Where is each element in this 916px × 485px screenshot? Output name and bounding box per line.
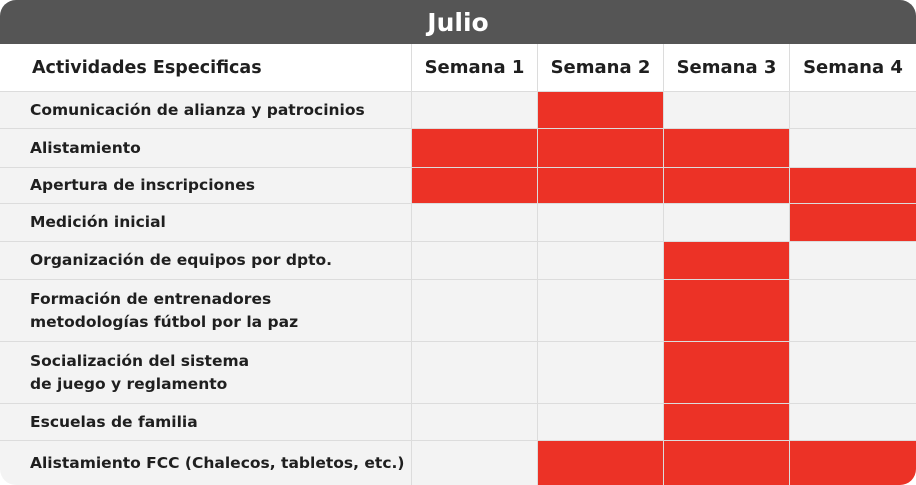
active-week-cell xyxy=(664,280,790,342)
week-header-3: Semana 3 xyxy=(664,44,790,92)
active-week-cell xyxy=(412,129,538,168)
active-week-cell xyxy=(664,168,790,204)
active-week-cell xyxy=(664,441,790,485)
active-week-cell xyxy=(538,92,664,129)
empty-week-cell xyxy=(412,404,538,441)
active-week-cell xyxy=(790,441,916,485)
activity-label: Escuelas de familia xyxy=(0,404,412,441)
active-week-cell xyxy=(790,168,916,204)
active-week-cell xyxy=(664,342,790,404)
active-week-cell xyxy=(412,168,538,204)
week-header-2: Semana 2 xyxy=(538,44,664,92)
week-header-4: Semana 4 xyxy=(790,44,916,92)
activity-label: Alistamiento xyxy=(0,129,412,168)
activity-label: Alistamiento FCC (Chalecos, tabletos, et… xyxy=(0,441,412,485)
empty-week-cell xyxy=(790,92,916,129)
activity-label: Organización de equipos por dpto. xyxy=(0,242,412,280)
empty-week-cell xyxy=(538,242,664,280)
empty-week-cell xyxy=(412,242,538,280)
empty-week-cell xyxy=(790,242,916,280)
activity-label: Socialización del sistema de juego y reg… xyxy=(0,342,412,404)
empty-week-cell xyxy=(538,280,664,342)
empty-week-cell xyxy=(538,342,664,404)
empty-week-cell xyxy=(790,404,916,441)
activity-label: Apertura de inscripciones xyxy=(0,168,412,204)
active-week-cell xyxy=(664,129,790,168)
empty-week-cell xyxy=(412,342,538,404)
active-week-cell xyxy=(790,204,916,242)
empty-week-cell xyxy=(790,342,916,404)
empty-week-cell xyxy=(790,280,916,342)
active-week-cell xyxy=(664,404,790,441)
activity-label: Medición inicial xyxy=(0,204,412,242)
active-week-cell xyxy=(538,441,664,485)
active-week-cell xyxy=(538,129,664,168)
active-week-cell xyxy=(538,168,664,204)
empty-week-cell xyxy=(412,280,538,342)
empty-week-cell xyxy=(790,129,916,168)
empty-week-cell xyxy=(412,441,538,485)
empty-week-cell xyxy=(538,404,664,441)
activity-label: Comunicación de alianza y patrocinios xyxy=(0,92,412,129)
activities-column-header: Actividades Especificas xyxy=(0,44,412,92)
activity-label: Formación de entrenadores metodologías f… xyxy=(0,280,412,342)
empty-week-cell xyxy=(664,204,790,242)
empty-week-cell xyxy=(664,92,790,129)
month-title: Julio xyxy=(0,0,916,44)
week-header-1: Semana 1 xyxy=(412,44,538,92)
empty-week-cell xyxy=(412,92,538,129)
schedule-table: Actividades Especificas Semana 1 Semana … xyxy=(0,44,916,485)
empty-week-cell xyxy=(412,204,538,242)
empty-week-cell xyxy=(538,204,664,242)
active-week-cell xyxy=(664,242,790,280)
